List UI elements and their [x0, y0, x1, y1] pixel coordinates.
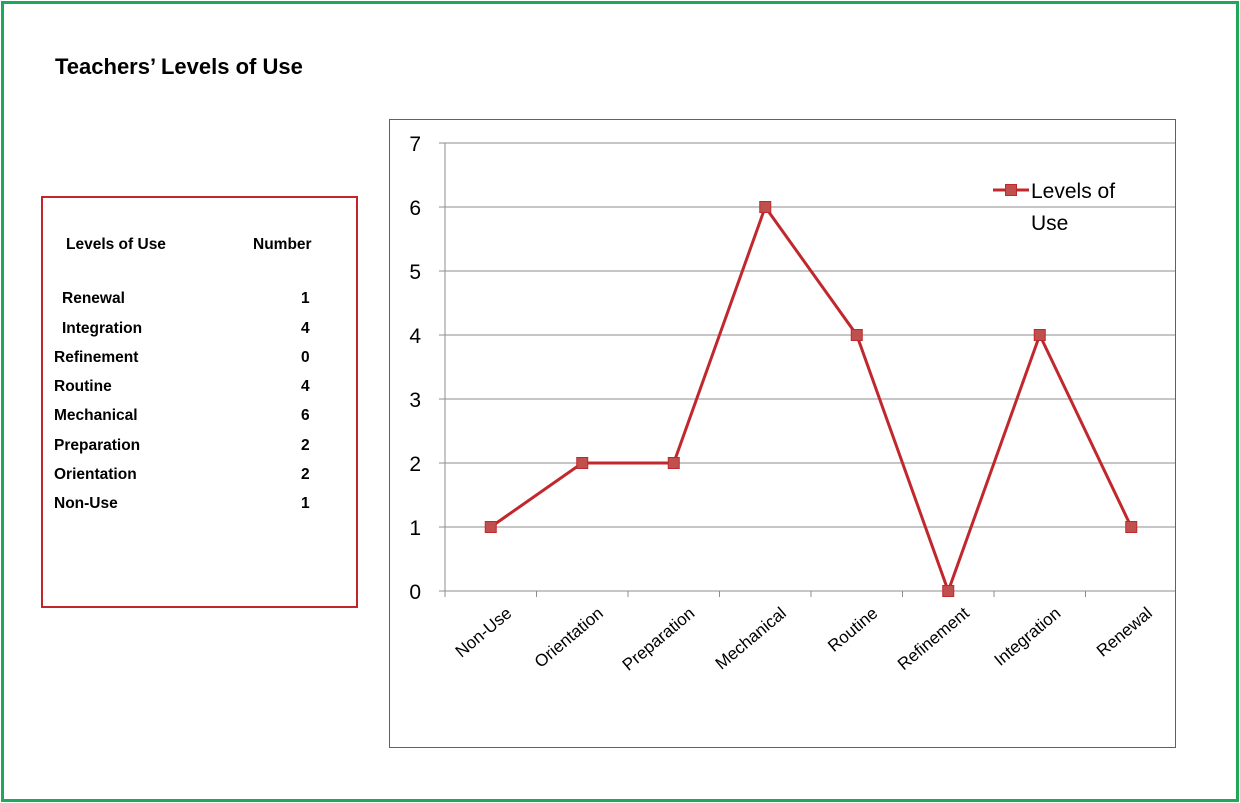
x-tick-label: Non-Use: [452, 604, 516, 662]
x-tick-label: Mechanical: [712, 604, 790, 674]
x-tick-label: Refinement: [894, 603, 973, 674]
levels-table: Levels of Use Number Renewal 1 Integrati…: [41, 196, 358, 608]
data-point: [759, 201, 772, 213]
y-tick-label: 2: [409, 453, 421, 476]
page-title: Teachers’ Levels of Use: [55, 54, 303, 79]
table-row-level: Mechanical: [54, 407, 138, 424]
table-row-number: 2: [301, 466, 310, 483]
legend-marker: [1005, 184, 1017, 196]
table-row-level: Refinement: [54, 349, 139, 366]
table-row-number: 1: [301, 495, 310, 512]
table-row-number: 0: [301, 349, 310, 366]
table-row-number: 1: [301, 290, 310, 307]
table-row-level: Preparation: [54, 437, 141, 454]
table-row-level: Renewal: [62, 290, 125, 307]
line-chart: 0 1 2 3 4 5 6 7 Non-Use Orientation Preparation Mec…: [389, 119, 1176, 748]
table-row-level: Orientation: [54, 466, 137, 483]
table-row-number: 2: [301, 437, 310, 454]
table-header-number: Number: [253, 236, 312, 253]
table-row-number: 4: [301, 320, 310, 337]
y-tick-label: 6: [409, 197, 421, 220]
y-tick-label: 7: [409, 133, 421, 156]
data-point: [484, 521, 497, 533]
y-tick-label: 0: [409, 581, 421, 604]
data-point: [1125, 521, 1138, 533]
x-tick-label: Routine: [824, 604, 881, 656]
data-point: [667, 457, 680, 469]
y-tick-label: 1: [409, 517, 421, 540]
data-point: [850, 329, 863, 341]
x-tick-label: Renewal: [1093, 604, 1156, 661]
data-point: [576, 457, 589, 469]
y-tick-label: 5: [409, 261, 421, 284]
legend-label: Use: [1031, 212, 1068, 235]
legend-label: Levels of: [1031, 180, 1115, 203]
data-point: [942, 585, 955, 597]
x-tick-label: Preparation: [619, 604, 699, 675]
table-header-level: Levels of Use: [66, 236, 166, 253]
data-point: [1033, 329, 1046, 341]
chart-canvas: 0 1 2 3 4 5 6 7 Non-Use Orientation Preparation Mec…: [409, 133, 1175, 675]
table-row-level: Routine: [54, 378, 112, 395]
table-row-level: Integration: [62, 320, 143, 337]
x-tick-label: Integration: [991, 604, 1065, 670]
table-row-number: 4: [301, 378, 310, 395]
table-row-number: 6: [301, 407, 310, 424]
y-tick-label: 3: [409, 389, 421, 412]
series-line: [489, 203, 1133, 596]
y-tick-label: 4: [409, 325, 421, 348]
table-row-level: Non-Use: [54, 495, 118, 512]
x-tick-label: Orientation: [531, 604, 607, 672]
